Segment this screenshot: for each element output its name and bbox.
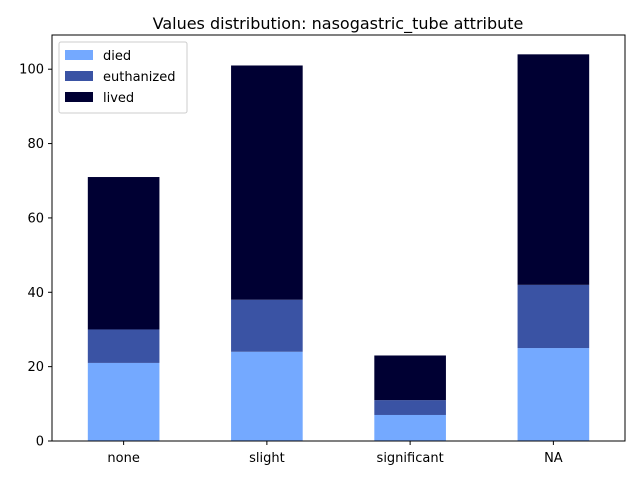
legend-label-died: died <box>103 49 131 64</box>
bar-euthanized-significant <box>374 400 446 415</box>
legend-label-lived: lived <box>103 91 134 106</box>
bar-euthanized-NA <box>517 284 590 349</box>
y-tick-label: 60 <box>27 211 44 226</box>
y-tick-label: 80 <box>27 137 44 152</box>
bar-died-NA <box>517 348 590 441</box>
bar-lived-significant <box>374 355 446 401</box>
legend-swatch-died <box>65 50 93 60</box>
bar-lived-none <box>87 177 160 330</box>
x-axis: none slight significant NA <box>107 441 563 466</box>
bar-died-none <box>87 362 160 441</box>
bar-euthanized-slight <box>231 299 303 352</box>
bar-died-significant <box>374 414 446 441</box>
y-axis: 0 20 40 60 80 100 <box>19 63 52 450</box>
legend: died euthanized lived <box>58 41 188 114</box>
x-tick-label: significant <box>377 451 444 466</box>
bar-died-slight <box>231 351 303 441</box>
legend-swatch-euthanized <box>65 71 93 81</box>
bar-lived-slight <box>231 65 303 300</box>
bar-lived-NA <box>517 54 590 285</box>
y-tick-label: 20 <box>27 360 44 375</box>
x-tick-label: slight <box>249 451 285 466</box>
y-tick-label: 40 <box>27 286 44 301</box>
plot-frame <box>51 34 626 442</box>
y-tick-label: 0 <box>36 435 44 450</box>
plot-area <box>87 54 590 441</box>
legend-swatch-lived <box>65 92 93 102</box>
x-tick-label: NA <box>544 451 563 466</box>
x-tick-label: none <box>107 451 139 466</box>
bar-euthanized-none <box>87 329 160 363</box>
legend-label-euthanized: euthanized <box>103 70 175 85</box>
chart-title: Values distribution: nasogastric_tube at… <box>153 14 524 34</box>
y-tick-label: 100 <box>19 63 44 78</box>
